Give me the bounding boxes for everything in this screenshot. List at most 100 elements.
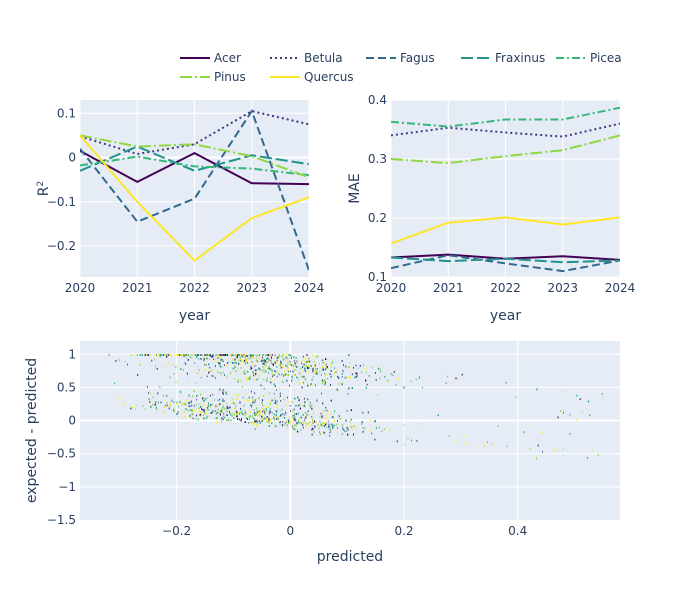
scatter-point bbox=[252, 415, 253, 417]
scatter-point bbox=[283, 398, 285, 401]
scatter-point bbox=[336, 388, 338, 391]
scatter-point bbox=[362, 431, 364, 434]
scatter-point bbox=[256, 354, 258, 356]
scatter-point bbox=[134, 354, 135, 357]
scatter-point bbox=[214, 364, 216, 367]
r2-line-fagus[interactable] bbox=[80, 108, 309, 271]
legend-label-betula[interactable]: Betula bbox=[304, 51, 343, 65]
r2-line-picea[interactable] bbox=[80, 155, 309, 177]
mae-line-fraxinus[interactable] bbox=[391, 256, 620, 264]
scatter-point bbox=[183, 410, 185, 413]
scatter-point bbox=[222, 398, 224, 401]
scatter-point bbox=[395, 407, 397, 410]
r2-line-acer[interactable] bbox=[80, 150, 309, 186]
scatter-point bbox=[173, 373, 175, 375]
scatter-point bbox=[246, 358, 248, 360]
scatter-point bbox=[289, 421, 291, 424]
legend-label-quercus[interactable]: Quercus bbox=[304, 70, 354, 84]
scatter-plot-area[interactable] bbox=[80, 341, 620, 520]
scatter-point bbox=[247, 377, 249, 380]
scatter-point bbox=[304, 401, 306, 403]
scatter-point bbox=[266, 420, 268, 423]
scatter-point bbox=[333, 367, 335, 369]
scatter-point bbox=[418, 423, 420, 425]
scatter-point bbox=[300, 375, 302, 378]
scatter-point bbox=[193, 390, 195, 392]
legend-label-acer[interactable]: Acer bbox=[214, 51, 241, 65]
scatter-point bbox=[169, 404, 171, 407]
scatter-point bbox=[235, 354, 237, 357]
scatter-point bbox=[202, 411, 204, 413]
scatter-point bbox=[254, 414, 256, 416]
scatter-point bbox=[253, 357, 255, 359]
scatter-point bbox=[219, 413, 221, 416]
scatter-point bbox=[348, 354, 350, 356]
r2-line-pinus[interactable] bbox=[80, 134, 309, 179]
scatter-point bbox=[295, 428, 297, 431]
scatter-point bbox=[291, 416, 293, 418]
scatter-point bbox=[258, 367, 260, 370]
scatter-point bbox=[304, 370, 306, 372]
scatter-point bbox=[294, 360, 296, 362]
scatter-point bbox=[285, 354, 287, 356]
legend-label-pinus[interactable]: Pinus bbox=[214, 70, 246, 84]
scatter-point bbox=[328, 425, 330, 428]
scatter-point bbox=[355, 428, 357, 430]
scatter-point bbox=[325, 406, 327, 409]
scatter-point bbox=[313, 356, 315, 358]
scatter-point bbox=[322, 367, 324, 369]
scatter-point bbox=[342, 428, 344, 430]
scatter-point bbox=[124, 403, 125, 406]
scatter-point bbox=[236, 357, 238, 359]
mae-line-quercus[interactable] bbox=[391, 216, 620, 245]
scatter-point bbox=[191, 354, 193, 356]
legend-label-fraxinus[interactable]: Fraxinus bbox=[495, 51, 545, 65]
scatter-point bbox=[323, 431, 325, 434]
scatter-point bbox=[563, 411, 564, 414]
scatter-point bbox=[196, 356, 198, 358]
scatter-point bbox=[218, 362, 219, 364]
scatter-point bbox=[346, 430, 348, 432]
scatter-point bbox=[314, 364, 316, 367]
legend-label-fagus[interactable]: Fagus bbox=[400, 51, 435, 65]
scatter-point bbox=[288, 422, 290, 425]
scatter-point bbox=[304, 422, 306, 424]
scatter-point bbox=[325, 432, 327, 435]
scatter-point bbox=[334, 371, 336, 374]
scatter-point bbox=[348, 387, 350, 390]
scatter-point bbox=[262, 366, 264, 368]
scatter-point bbox=[255, 417, 257, 420]
mae-line-picea[interactable] bbox=[391, 106, 620, 128]
scatter-point bbox=[215, 405, 217, 408]
scatter-point bbox=[170, 404, 172, 407]
scatter-point bbox=[287, 396, 288, 399]
scatter-point bbox=[293, 419, 295, 421]
scatter-point bbox=[198, 354, 200, 356]
scatter-point bbox=[187, 359, 189, 361]
scatter-point bbox=[191, 409, 193, 411]
r2-line-quercus[interactable] bbox=[80, 134, 309, 262]
scatter-point bbox=[536, 388, 538, 391]
scatter-point bbox=[248, 357, 250, 360]
mae-line-pinus[interactable] bbox=[391, 134, 620, 165]
scatter-point bbox=[263, 371, 265, 373]
scatter-point bbox=[312, 416, 314, 418]
scatter-point bbox=[362, 430, 364, 433]
scatter-point bbox=[249, 368, 251, 370]
scatter-point bbox=[188, 354, 190, 356]
scatter-point bbox=[249, 416, 251, 418]
scatter-point bbox=[218, 404, 220, 407]
legend-label-picea[interactable]: Picea bbox=[590, 51, 622, 65]
mae-line-betula[interactable] bbox=[391, 122, 620, 138]
scatter-point bbox=[277, 356, 279, 359]
scatter-point bbox=[586, 457, 588, 459]
scatter-point bbox=[264, 359, 266, 361]
scatter-point bbox=[131, 406, 133, 408]
legend[interactable]: Acer Betula Fagus Fraxinus Picea Pinus Quercus bbox=[180, 51, 622, 84]
scatter-point bbox=[239, 413, 241, 415]
scatter-point bbox=[315, 422, 317, 424]
scatter-point bbox=[293, 415, 295, 417]
scatter-point bbox=[329, 373, 331, 375]
scatter-point bbox=[330, 384, 331, 386]
r2-line-fraxinus[interactable] bbox=[80, 145, 309, 172]
